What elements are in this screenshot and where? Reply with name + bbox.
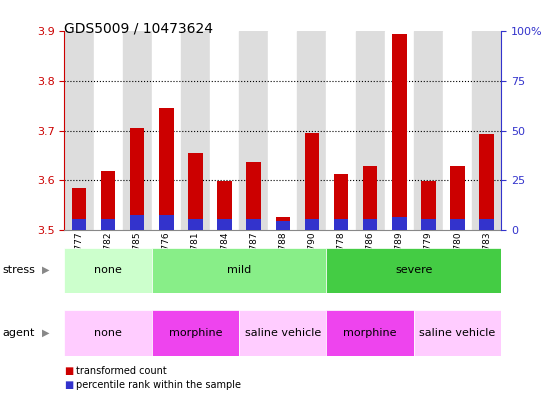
Bar <box>130 128 144 230</box>
Bar <box>326 31 356 230</box>
Bar <box>334 174 348 230</box>
Bar <box>217 181 232 230</box>
Bar <box>385 31 414 230</box>
Text: saline vehicle: saline vehicle <box>245 328 321 338</box>
Text: percentile rank within the sample: percentile rank within the sample <box>76 380 241 390</box>
Bar <box>268 31 297 230</box>
Text: ■: ■ <box>64 366 74 376</box>
Bar <box>152 248 326 293</box>
Bar <box>130 215 144 230</box>
Bar <box>334 219 348 230</box>
Bar <box>414 310 501 356</box>
Bar <box>152 31 181 230</box>
Bar <box>188 153 203 230</box>
Bar <box>72 219 86 230</box>
Bar <box>297 31 326 230</box>
Bar <box>72 188 86 230</box>
Bar <box>392 217 407 230</box>
Bar <box>421 219 436 230</box>
Bar <box>326 248 501 293</box>
Bar <box>239 310 326 356</box>
Text: transformed count: transformed count <box>76 366 166 376</box>
Bar <box>414 31 443 230</box>
Text: none: none <box>94 265 122 275</box>
Text: morphine: morphine <box>169 328 222 338</box>
Bar <box>326 310 414 356</box>
Text: agent: agent <box>3 328 35 338</box>
Bar <box>305 133 319 230</box>
Bar <box>64 31 94 230</box>
Bar <box>159 215 174 230</box>
Bar <box>239 31 268 230</box>
Bar <box>450 166 465 230</box>
Bar <box>450 219 465 230</box>
Bar <box>123 31 152 230</box>
Text: saline vehicle: saline vehicle <box>419 328 496 338</box>
Text: ▶: ▶ <box>42 265 49 275</box>
Bar <box>210 31 239 230</box>
Bar <box>159 108 174 230</box>
Text: mild: mild <box>227 265 251 275</box>
Bar <box>181 31 210 230</box>
Bar <box>356 31 385 230</box>
Bar <box>101 171 115 230</box>
Text: morphine: morphine <box>343 328 397 338</box>
Bar <box>276 217 290 230</box>
Text: ▶: ▶ <box>42 328 49 338</box>
Bar <box>472 31 501 230</box>
Text: ■: ■ <box>64 380 74 390</box>
Bar <box>305 219 319 230</box>
Bar <box>217 219 232 230</box>
Text: severe: severe <box>395 265 432 275</box>
Bar <box>94 31 123 230</box>
Bar <box>152 310 239 356</box>
Bar <box>421 181 436 230</box>
Bar <box>64 310 152 356</box>
Bar <box>479 219 494 230</box>
Bar <box>363 219 377 230</box>
Bar <box>479 134 494 230</box>
Text: none: none <box>94 328 122 338</box>
Bar <box>246 162 261 230</box>
Bar <box>443 31 472 230</box>
Text: GDS5009 / 10473624: GDS5009 / 10473624 <box>64 22 213 36</box>
Bar <box>64 248 152 293</box>
Bar <box>101 219 115 230</box>
Bar <box>392 34 407 230</box>
Bar <box>246 219 261 230</box>
Bar <box>188 219 203 230</box>
Bar <box>363 166 377 230</box>
Text: stress: stress <box>3 265 36 275</box>
Bar <box>276 221 290 230</box>
